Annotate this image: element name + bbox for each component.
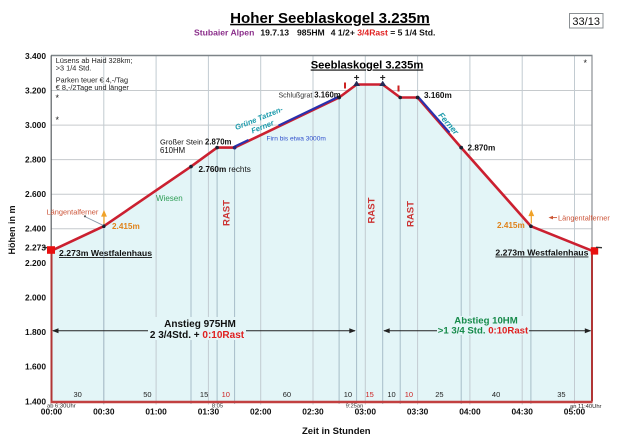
svg-text:60: 60 bbox=[283, 390, 291, 399]
svg-text:2.415m: 2.415m bbox=[497, 221, 525, 230]
svg-text:2.800: 2.800 bbox=[25, 154, 46, 164]
svg-text:50: 50 bbox=[143, 390, 151, 399]
svg-text:3.160m: 3.160m bbox=[424, 91, 452, 100]
svg-text:25: 25 bbox=[435, 390, 443, 399]
svg-text:>1 3/4 Std. 0:10Rast: >1 3/4 Std. 0:10Rast bbox=[438, 326, 529, 337]
svg-text:1.800: 1.800 bbox=[25, 327, 46, 337]
svg-text:>3 1/4 Std.: >3 1/4 Std. bbox=[56, 64, 92, 73]
svg-text:35: 35 bbox=[557, 390, 565, 399]
svg-text:Wiesen: Wiesen bbox=[156, 194, 183, 203]
svg-text:*: * bbox=[56, 115, 60, 125]
svg-text:1.400: 1.400 bbox=[25, 396, 46, 406]
svg-text:Zeit in Stunden: Zeit in Stunden bbox=[302, 426, 371, 437]
svg-text:2.273: 2.273 bbox=[25, 242, 46, 252]
svg-text:ab 6:30Uhr: ab 6:30Uhr bbox=[47, 404, 76, 410]
svg-text:9:25an: 9:25an bbox=[346, 404, 364, 410]
svg-text:2.870m: 2.870m bbox=[468, 144, 496, 153]
svg-text:2.415m: 2.415m bbox=[112, 222, 140, 231]
svg-text:*: * bbox=[584, 58, 588, 68]
svg-text:30: 30 bbox=[74, 390, 82, 399]
svg-text:02:30: 02:30 bbox=[302, 407, 324, 417]
svg-text:Anstieg 975HM: Anstieg 975HM bbox=[164, 319, 236, 330]
svg-text:2 3/4Std. + 0:10Rast: 2 3/4Std. + 0:10Rast bbox=[150, 330, 245, 341]
svg-text:15: 15 bbox=[366, 390, 374, 399]
svg-text:Längentalferner: Längentalferner bbox=[47, 208, 99, 217]
svg-text:40: 40 bbox=[492, 390, 500, 399]
svg-text:10: 10 bbox=[222, 390, 230, 399]
svg-text:2.273m Westfalenhaus: 2.273m Westfalenhaus bbox=[59, 248, 152, 258]
svg-text:2.400: 2.400 bbox=[25, 224, 46, 234]
svg-text:03:30: 03:30 bbox=[407, 407, 429, 417]
svg-text:8:05: 8:05 bbox=[212, 404, 223, 410]
svg-text:02:00: 02:00 bbox=[250, 407, 272, 417]
svg-text:Seeblaskogel 3.235m: Seeblaskogel 3.235m bbox=[311, 60, 424, 72]
svg-text:*: * bbox=[56, 93, 60, 103]
svg-text:RAST: RAST bbox=[367, 197, 378, 223]
svg-text:01:00: 01:00 bbox=[145, 407, 167, 417]
svg-text:Längentalferner: Längentalferner bbox=[558, 214, 610, 223]
svg-text:Schlußgrat 3.160m: Schlußgrat 3.160m bbox=[279, 91, 341, 100]
svg-text:04:00: 04:00 bbox=[459, 407, 481, 417]
svg-text:2.273m Westfalenhaus: 2.273m Westfalenhaus bbox=[495, 248, 588, 258]
svg-text:2.600: 2.600 bbox=[25, 189, 46, 199]
svg-text:Hoher Seeblaskogel 3.235m: Hoher Seeblaskogel 3.235m bbox=[230, 10, 430, 27]
svg-text:33/13: 33/13 bbox=[572, 16, 600, 28]
svg-text:610HM: 610HM bbox=[160, 146, 185, 155]
svg-text:2.000: 2.000 bbox=[25, 293, 46, 303]
svg-text:Höhen in m: Höhen in m bbox=[7, 206, 17, 255]
svg-text:€ 8,-/2Tage und länger: € 8,-/2Tage und länger bbox=[56, 83, 130, 92]
svg-text:15: 15 bbox=[200, 390, 208, 399]
svg-text:00:30: 00:30 bbox=[93, 407, 115, 417]
svg-text:1.600: 1.600 bbox=[25, 362, 46, 372]
svg-text:an 11:40Uhr: an 11:40Uhr bbox=[570, 404, 602, 410]
svg-text:04:30: 04:30 bbox=[511, 407, 533, 417]
svg-text:3.400: 3.400 bbox=[25, 51, 46, 61]
svg-text:2.200: 2.200 bbox=[25, 258, 46, 268]
svg-text:Firn bis etwa 3000m: Firn bis etwa 3000m bbox=[267, 136, 327, 143]
svg-text:2.760m rechts: 2.760m rechts bbox=[199, 165, 251, 174]
svg-text:3.000: 3.000 bbox=[25, 120, 46, 130]
svg-text:10: 10 bbox=[344, 390, 352, 399]
svg-text:3.200: 3.200 bbox=[25, 85, 46, 95]
svg-text:10: 10 bbox=[405, 390, 413, 399]
svg-text:RAST: RAST bbox=[222, 200, 233, 226]
svg-text:RAST: RAST bbox=[406, 201, 417, 227]
svg-text:10: 10 bbox=[387, 390, 395, 399]
